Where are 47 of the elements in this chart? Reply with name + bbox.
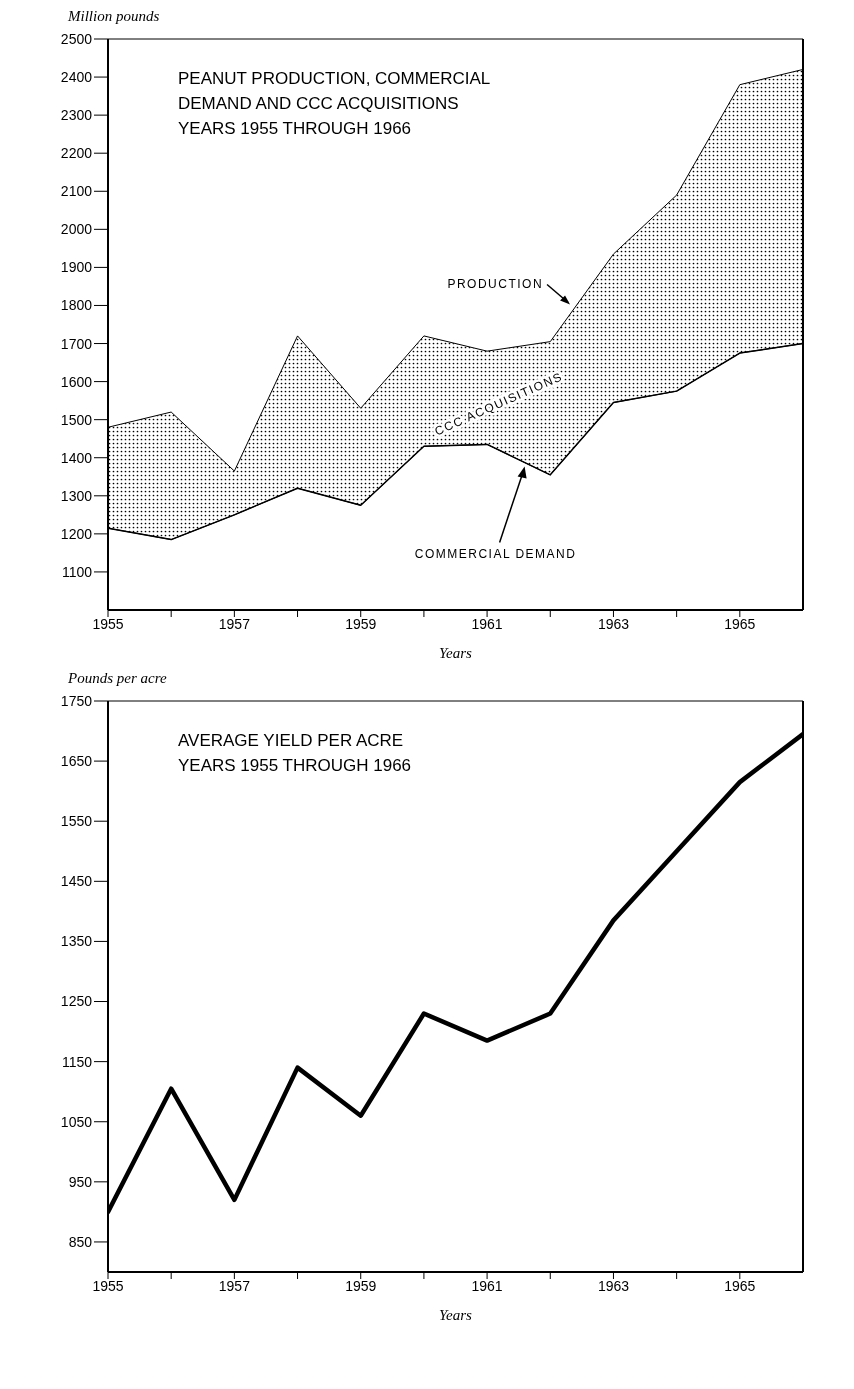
- y-tick-label: 2500: [60, 30, 93, 47]
- y-tick-label: 1750: [60, 692, 93, 709]
- x-axis-title: Years: [439, 645, 473, 661]
- y-tick-label: 1050: [60, 1113, 93, 1130]
- text: PRODUCTION: [447, 277, 544, 292]
- x-tick-label: 1955: [92, 615, 124, 632]
- x-tick-label: 1959: [345, 615, 377, 632]
- x-tick-label: 1965: [724, 615, 756, 632]
- x-tick-label: 1963: [597, 1277, 630, 1294]
- text: YEARS 1955 THROUGH 1966: [178, 755, 413, 777]
- y-tick-label: 850: [68, 1233, 93, 1250]
- y-tick-label: 1500: [60, 411, 93, 428]
- y-tick-label: 2200: [60, 145, 93, 162]
- y-tick-label: 1400: [60, 449, 93, 466]
- y-tick-label: 1200: [60, 525, 93, 542]
- text: AVERAGE YIELD PER ACRE: [178, 730, 405, 752]
- text: PEANUT PRODUCTION, COMMERCIAL DEMAND AND CCC ACQUISITIONS: [178, 68, 491, 115]
- y-tick-label: 1150: [61, 1053, 93, 1070]
- y-tick-label: 2000: [60, 221, 93, 238]
- y-tick-label: 1100: [61, 563, 93, 580]
- y-tick-label: 1300: [60, 487, 93, 504]
- y-tick-label: 1550: [60, 813, 93, 830]
- x-tick-label: 1961: [471, 615, 503, 632]
- y-tick-label: 2300: [60, 107, 93, 124]
- y-tick-label: 1700: [60, 335, 93, 352]
- y-tick-label: 2100: [60, 183, 93, 200]
- x-tick-label: 1961: [471, 1277, 503, 1294]
- y-tick-label: 1650: [60, 753, 93, 770]
- y-tick-label: 1350: [60, 933, 93, 950]
- y-axis-title: Pounds per acre: [67, 670, 168, 688]
- y-tick-label: 1800: [60, 297, 93, 314]
- x-tick-label: 1955: [92, 1277, 124, 1294]
- x-tick-label: 1957: [218, 1277, 251, 1294]
- text: YEARS 1955 THROUGH 1966: [178, 118, 413, 140]
- text: COMMERCIAL DEMAND: [414, 547, 577, 562]
- y-tick-label: 1900: [60, 259, 93, 276]
- x-tick-label: 1959: [345, 1277, 377, 1294]
- y-tick-label: 1450: [60, 873, 93, 890]
- y-tick-label: 2400: [60, 69, 93, 86]
- y-tick-label: 1600: [60, 373, 93, 390]
- x-tick-label: 1963: [597, 615, 630, 632]
- x-tick-label: 1957: [218, 615, 251, 632]
- x-tick-label: 1965: [724, 1277, 756, 1294]
- x-axis-title: Years: [439, 1307, 473, 1323]
- y-tick-label: 1250: [60, 993, 93, 1010]
- y-axis-title: Million pounds: [67, 8, 161, 26]
- y-tick-label: 950: [68, 1173, 93, 1190]
